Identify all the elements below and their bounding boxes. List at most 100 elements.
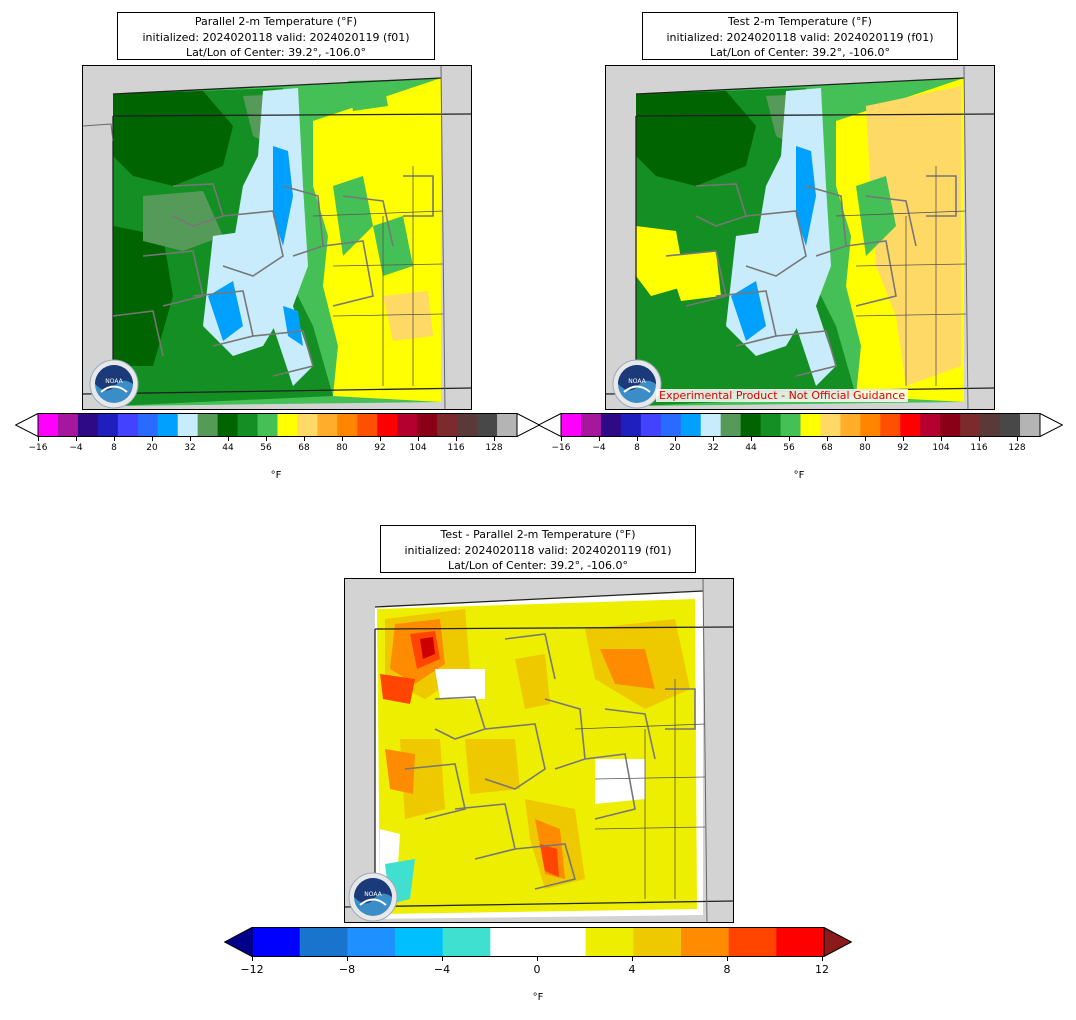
parallel-colorbar-swatch — [377, 413, 398, 437]
test-colorbar-tick-mark — [599, 437, 600, 441]
test-colorbar-swatch — [900, 413, 921, 437]
test-colorbar-swatch — [880, 413, 901, 437]
test-colorbar-tick-mark — [713, 437, 714, 441]
test-center: Lat/Lon of Center: 39.2°, -106.0° — [709, 46, 891, 59]
test-colorbar-swatch — [760, 413, 782, 437]
test-colorbar-svg — [537, 412, 1064, 438]
test-init-valid: initialized: 2024020118 valid: 202402011… — [666, 30, 934, 44]
parallel-colorbar-tick-label: 44 — [222, 443, 234, 453]
diff-init-valid: initialized: 2024020118 valid: 202402011… — [404, 543, 672, 557]
test-map-svg — [606, 66, 994, 409]
diff-colorbar-swatch — [538, 927, 587, 957]
diff-colorbar-svg — [223, 926, 853, 958]
test-colorbar-tick-label: 128 — [1008, 443, 1026, 453]
parallel-colorbar — [14, 412, 541, 438]
parallel-colorbar-tick-label: 116 — [447, 443, 465, 453]
test-colorbar-swatch — [860, 413, 881, 437]
diff-colorbar-tick-label: −12 — [240, 963, 264, 976]
diff-colorbar-swatch — [681, 927, 730, 957]
parallel-colorbar-svg — [14, 412, 541, 438]
parallel-colorbar-tick-mark — [266, 437, 267, 441]
diff-colorbar-tick-label: −4 — [433, 963, 451, 976]
parallel-colorbar-swatch — [417, 413, 438, 437]
parallel-colorbar-tick-label: 80 — [336, 443, 348, 453]
parallel-colorbar-swatch — [177, 413, 199, 437]
parallel-colorbar-tick-mark — [494, 437, 495, 441]
parallel-colorbar-swatch — [277, 413, 298, 437]
experimental-disclaimer: Experimental Product - Not Official Guid… — [656, 389, 909, 402]
parallel-colorbar-swatch — [77, 413, 99, 437]
parallel-colorbar-swatch — [57, 413, 79, 437]
diff-colorbar-tick-mark — [252, 957, 253, 961]
test-colorbar-swatch — [680, 413, 702, 437]
difference-map: NOAA — [344, 578, 734, 923]
diff-title: Test - Parallel 2-m Temperature (°F) — [440, 528, 636, 541]
parallel-colorbar-swatch — [357, 413, 378, 437]
parallel-colorbar-swatch — [97, 413, 119, 437]
parallel-map-svg — [83, 66, 471, 409]
parallel-colorbar-tick-mark — [190, 437, 191, 441]
parallel-title: Parallel 2-m Temperature (°F) — [194, 15, 358, 28]
diff-colorbar — [223, 926, 853, 958]
test-colorbar-swatch — [980, 413, 1001, 437]
test-colorbar-swatch — [700, 413, 722, 437]
test-colorbar-swatch — [1020, 413, 1041, 437]
parallel-colorbar-tick-label: 92 — [374, 443, 386, 453]
parallel-colorbar-over-triangle — [516, 412, 541, 438]
parallel-colorbar-tick-label: −16 — [28, 443, 48, 453]
diff-colorbar-swatch — [252, 927, 301, 957]
test-colorbar-swatch — [600, 413, 622, 437]
diff-colorbar-tick-mark — [537, 957, 538, 961]
test-colorbar-tick-label: 104 — [932, 443, 950, 453]
test-colorbar-tick-mark — [561, 437, 562, 441]
diff-colorbar-tick-mark — [727, 957, 728, 961]
test-colorbar-unit: °F — [793, 470, 805, 481]
test-colorbar-tick-label: 68 — [821, 443, 833, 453]
test-colorbar-tick-label: −4 — [592, 443, 606, 453]
test-colorbar-tick-mark — [941, 437, 942, 441]
parallel-colorbar-tick-label: 68 — [298, 443, 310, 453]
parallel-colorbar-swatch — [477, 413, 498, 437]
test-colorbar-tick-label: 116 — [970, 443, 988, 453]
test-colorbar-under-triangle — [537, 412, 562, 438]
diff-colorbar-swatch — [490, 927, 539, 957]
diff-colorbar-swatch — [776, 927, 825, 957]
parallel-colorbar-swatch — [38, 413, 59, 437]
parallel-colorbar-frame — [37, 413, 518, 437]
test-title: Test 2-m Temperature (°F) — [728, 15, 872, 28]
parallel-colorbar-tick-mark — [418, 437, 419, 441]
parallel-colorbar-tick-label: 32 — [184, 443, 196, 453]
parallel-temperature-map: NOAA — [82, 65, 472, 410]
diff-colorbar-swatch — [633, 927, 682, 957]
parallel-init-valid: initialized: 2024020118 valid: 202402011… — [142, 30, 410, 44]
parallel-colorbar-tick-mark — [228, 437, 229, 441]
diff-colorbar-swatch — [299, 927, 348, 957]
svg-text:NOAA: NOAA — [364, 891, 382, 898]
test-colorbar-tick-mark — [675, 437, 676, 441]
parallel-colorbar-tick-label: 8 — [111, 443, 117, 453]
test-colorbar-swatch — [580, 413, 602, 437]
test-colorbar-tick-mark — [637, 437, 638, 441]
parallel-colorbar-swatch — [457, 413, 478, 437]
diff-colorbar-swatch — [442, 927, 491, 957]
parallel-colorbar-tick-label: 104 — [409, 443, 427, 453]
test-colorbar-tick-mark — [827, 437, 828, 441]
test-colorbar-tick-mark — [865, 437, 866, 441]
diff-colorbar-over-triangle — [823, 926, 853, 958]
parallel-colorbar-swatch — [137, 413, 159, 437]
diff-colorbar-tick-mark — [347, 957, 348, 961]
test-colorbar-tick-label: 92 — [897, 443, 909, 453]
parallel-colorbar-tick-mark — [456, 437, 457, 441]
parallel-colorbar-tick-label: 128 — [485, 443, 503, 453]
test-colorbar-tick-label: 32 — [707, 443, 719, 453]
test-colorbar-swatch — [660, 413, 682, 437]
test-temperature-map: NOAA Experimental Product - Not Official… — [605, 65, 995, 410]
test-colorbar-tick-mark — [751, 437, 752, 441]
parallel-colorbar-swatch — [237, 413, 259, 437]
diff-colorbar-under-triangle — [223, 926, 253, 958]
parallel-colorbar-swatch — [197, 413, 219, 437]
diff-colorbar-tick-mark — [442, 957, 443, 961]
test-colorbar-swatch — [780, 413, 801, 437]
parallel-colorbar-swatch — [217, 413, 239, 437]
parallel-colorbar-tick-mark — [380, 437, 381, 441]
